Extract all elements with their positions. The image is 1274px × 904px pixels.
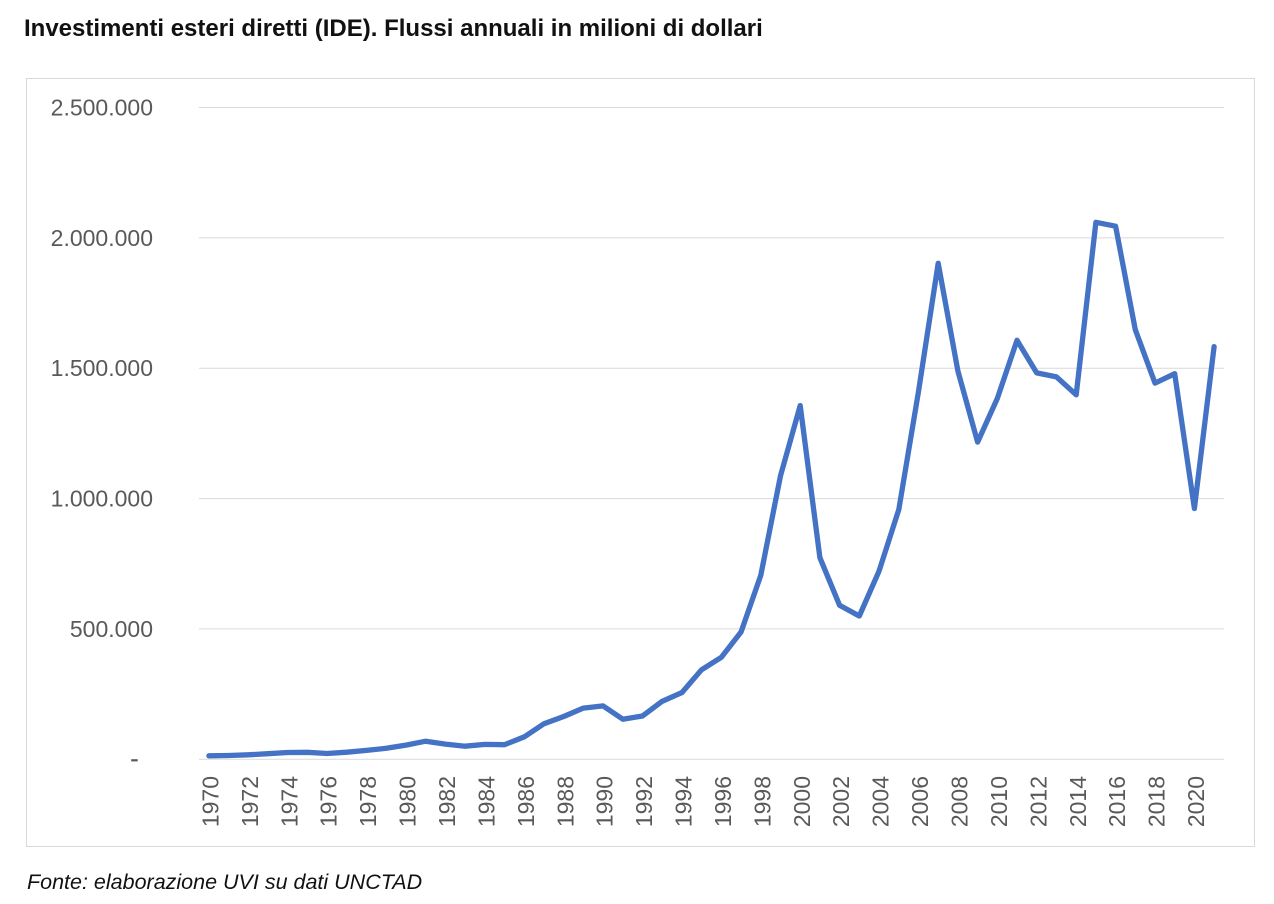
svg-text:1998: 1998 xyxy=(749,776,775,827)
svg-text:2002: 2002 xyxy=(828,776,854,827)
svg-text:2.000.000: 2.000.000 xyxy=(51,225,153,251)
svg-text:1986: 1986 xyxy=(513,776,539,827)
svg-text:500.000: 500.000 xyxy=(70,616,153,642)
svg-text:1974: 1974 xyxy=(276,776,302,827)
svg-text:2014: 2014 xyxy=(1065,776,1091,827)
svg-text:2004: 2004 xyxy=(868,776,894,827)
svg-text:1994: 1994 xyxy=(671,776,697,827)
svg-text:2016: 2016 xyxy=(1104,776,1130,827)
svg-text:2020: 2020 xyxy=(1183,776,1209,827)
svg-text:1982: 1982 xyxy=(434,776,460,827)
svg-text:1992: 1992 xyxy=(631,776,657,827)
svg-text:2.500.000: 2.500.000 xyxy=(51,95,153,121)
svg-text:1996: 1996 xyxy=(710,776,736,827)
svg-text:1976: 1976 xyxy=(316,776,342,827)
svg-text:1984: 1984 xyxy=(473,776,499,827)
svg-text:1.000.000: 1.000.000 xyxy=(51,486,153,512)
svg-text:1.500.000: 1.500.000 xyxy=(51,355,153,381)
svg-text:1990: 1990 xyxy=(592,776,618,827)
svg-text:2018: 2018 xyxy=(1144,776,1170,827)
svg-text:2006: 2006 xyxy=(907,776,933,827)
svg-text:2000: 2000 xyxy=(789,776,815,827)
svg-text:1970: 1970 xyxy=(198,776,224,827)
svg-text:2012: 2012 xyxy=(1025,776,1051,827)
svg-text:1978: 1978 xyxy=(355,776,381,827)
svg-text:1972: 1972 xyxy=(237,776,263,827)
svg-text:1980: 1980 xyxy=(395,776,421,827)
svg-text:2010: 2010 xyxy=(986,776,1012,827)
svg-text:1988: 1988 xyxy=(552,776,578,827)
svg-text:2008: 2008 xyxy=(947,776,973,827)
